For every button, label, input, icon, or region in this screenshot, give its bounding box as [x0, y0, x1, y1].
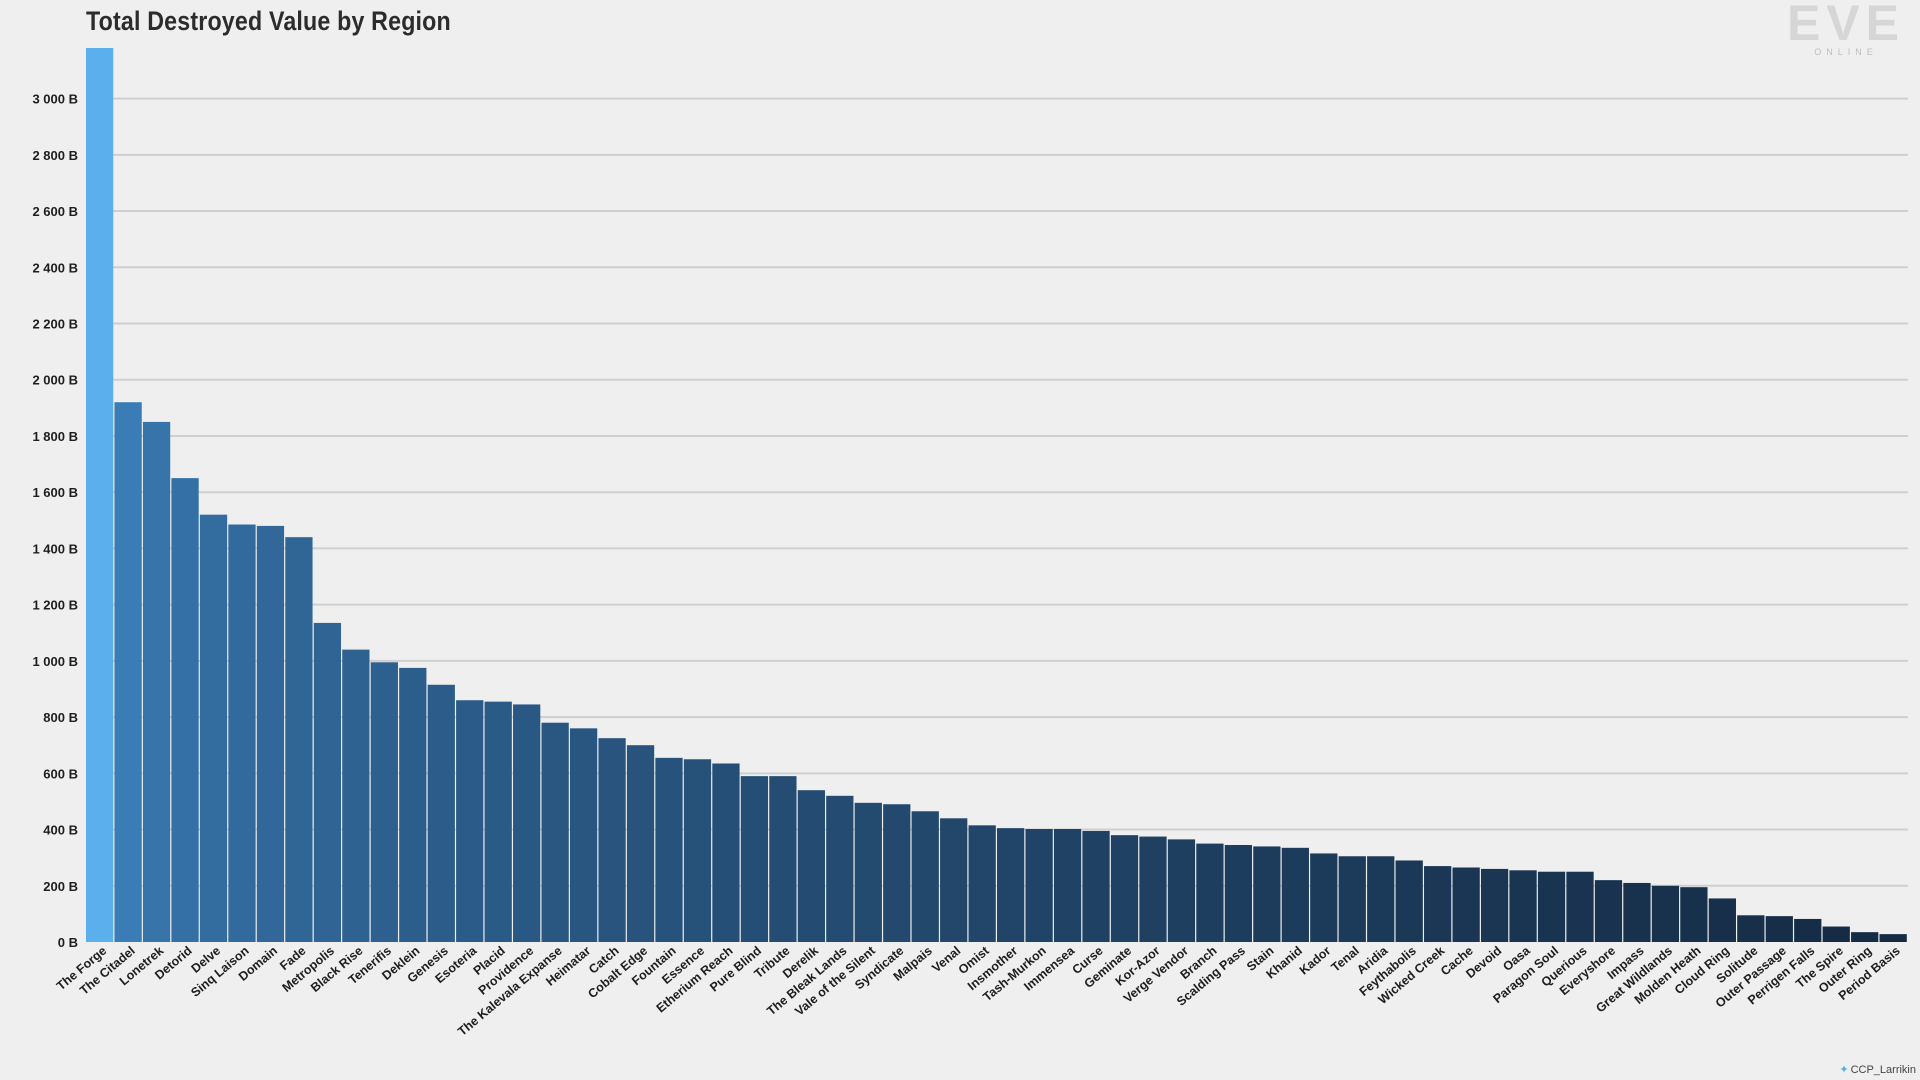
- bar-delve: [199, 514, 228, 942]
- bar-detorid: [171, 478, 199, 942]
- bar-insmother: [997, 828, 1025, 942]
- y-tick-label: 400 B: [43, 823, 78, 838]
- bar-derelik: [797, 790, 825, 942]
- y-tick-label: 200 B: [43, 879, 78, 894]
- y-tick-label: 1 400 B: [32, 541, 78, 556]
- bar-paragon-soul: [1537, 871, 1566, 942]
- bar-outer-ring: [1851, 932, 1879, 942]
- bar-genesis: [427, 684, 455, 942]
- bar-cobalt-edge: [626, 745, 655, 942]
- bar-feythabolis: [1395, 860, 1423, 942]
- bar-fade: [285, 537, 313, 942]
- bar-the-bleak-lands: [826, 795, 854, 942]
- bar-querious: [1566, 871, 1594, 942]
- bar-impass: [1623, 882, 1651, 942]
- y-tick-label: 0 B: [58, 935, 78, 950]
- bar-tenerifis: [370, 662, 398, 942]
- bar-tenal: [1338, 856, 1366, 942]
- y-tick-label: 1 200 B: [32, 598, 78, 613]
- bar-molden-heath: [1680, 887, 1708, 942]
- bar-the-spire: [1822, 926, 1850, 942]
- bar-wicked-creek: [1424, 866, 1452, 942]
- bar-heimatar: [569, 728, 598, 942]
- bar-geminate: [1110, 835, 1139, 942]
- bar-immensea: [1053, 828, 1082, 942]
- y-tick-label: 2 600 B: [32, 204, 78, 219]
- bar-malpais: [911, 811, 939, 942]
- bar-syndicate: [883, 804, 911, 942]
- bar-verge-vendor: [1167, 839, 1196, 942]
- logo-text: EVE: [1786, 0, 1906, 51]
- bar-curse: [1082, 830, 1110, 942]
- y-tick-label: 1 600 B: [32, 485, 78, 500]
- author-handle: CCP_Larrikin: [1850, 1064, 1916, 1076]
- logo-subtext: ONLINE: [1814, 47, 1878, 57]
- bar-everyshore: [1594, 880, 1623, 942]
- y-tick-label: 600 B: [43, 766, 78, 781]
- bar-omist: [968, 825, 996, 942]
- bar-cloud-ring: [1708, 898, 1736, 942]
- chart-title: Total Destroyed Value by Region: [86, 6, 451, 36]
- bar-devoid: [1480, 868, 1509, 942]
- bar-branch: [1196, 843, 1224, 942]
- bar-kor-azor: [1139, 836, 1167, 942]
- bar-period-basis: [1879, 934, 1907, 942]
- bar-stain: [1253, 846, 1281, 942]
- y-tick-label: 2 200 B: [32, 317, 78, 332]
- bar-placid: [484, 701, 512, 942]
- bar-perrigen-falls: [1794, 918, 1822, 942]
- bar-solitude: [1737, 915, 1765, 942]
- x-tick-label: Kador: [1297, 943, 1334, 977]
- bar-khanid: [1281, 847, 1309, 942]
- y-axis-ticks: 0 B 200 B 400 B 600 B 800 B 1 000 B 1 200 B 1 4…: [32, 92, 78, 950]
- bar-pure-blind: [740, 776, 769, 942]
- bar-outer-passage: [1765, 916, 1793, 942]
- bar-aridia: [1367, 856, 1395, 942]
- bar-catch: [598, 738, 626, 942]
- bar-essence: [683, 759, 712, 942]
- bar-tribute: [769, 776, 797, 942]
- bar-providence: [513, 704, 541, 942]
- y-tick-label: 1 800 B: [32, 429, 78, 444]
- eve-online-logo: EVE ONLINE: [1776, 0, 1916, 60]
- twitter-bird-icon: ✦: [1839, 1064, 1849, 1076]
- bar-kador: [1310, 853, 1338, 942]
- y-tick-label: 2 800 B: [32, 148, 78, 163]
- y-tick-label: 2 400 B: [32, 260, 78, 275]
- y-tick-label: 800 B: [43, 710, 78, 725]
- bar-tash-murkon: [1025, 828, 1053, 942]
- author-credit: ✦ CCP_Larrikin: [1839, 1063, 1916, 1076]
- bar-the-citadel: [114, 402, 142, 942]
- bar-vale-of-the-silent: [854, 802, 882, 942]
- bar-venal: [940, 818, 968, 942]
- y-tick-label: 2 000 B: [32, 373, 78, 388]
- bar-etherium-reach: [712, 763, 740, 942]
- bar-sinq-laison: [228, 524, 256, 942]
- bar-deklein: [399, 667, 427, 942]
- y-tick-label: 1 000 B: [32, 654, 78, 669]
- bar-metropolis: [313, 622, 342, 942]
- bar-the-forge: [86, 48, 114, 942]
- bar-great-wildlands: [1651, 885, 1680, 942]
- bar-the-kalevala-expanse: [541, 722, 569, 942]
- bar-black-rise: [342, 649, 370, 942]
- bar-oasa: [1509, 870, 1537, 942]
- bar-fountain: [655, 757, 683, 942]
- bar-esoteria: [456, 700, 484, 942]
- bar-scalding-pass: [1224, 845, 1253, 942]
- y-tick-label: 3 000 B: [32, 92, 78, 107]
- bars: [86, 48, 1907, 943]
- bar-lonetrek: [142, 421, 171, 943]
- bar-domain: [256, 525, 285, 942]
- bar-cache: [1452, 867, 1480, 942]
